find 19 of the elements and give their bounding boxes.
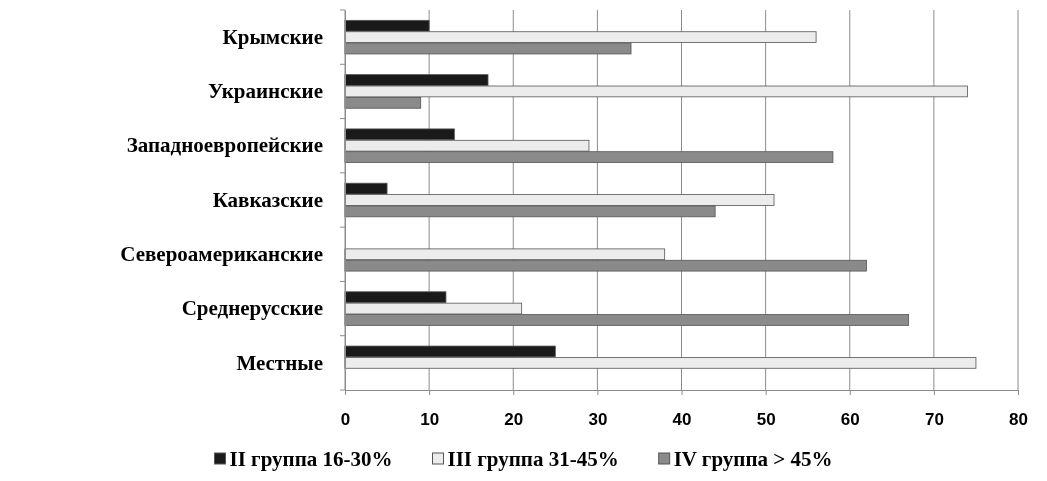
- y-tick-label: Западноевропейские: [126, 133, 323, 158]
- x-tick-label: 20: [504, 410, 524, 430]
- y-tick-label: Крымские: [222, 24, 323, 49]
- legend-label: III группа 31-45%: [447, 447, 619, 471]
- x-tick-label: 10: [420, 410, 440, 430]
- x-tick-label: 60: [840, 410, 860, 430]
- x-tick-label: 30: [588, 410, 608, 430]
- y-tick-label: Местные: [236, 350, 323, 375]
- x-tick-label: 80: [1009, 410, 1028, 430]
- x-tick-label: 0: [340, 410, 351, 430]
- x-tick-label: 40: [672, 410, 692, 430]
- y-tick-label: Украинские: [207, 79, 323, 104]
- y-tick-label: Североамериканские: [120, 242, 323, 267]
- x-tick-label: 50: [756, 410, 776, 430]
- y-tick-label: Кавказские: [212, 187, 323, 212]
- legend-label: IV группа > 45%: [673, 447, 833, 471]
- x-tick-label: 70: [924, 410, 944, 430]
- legend-label: II группа 16-30%: [229, 447, 393, 471]
- y-tick-label: Среднерусские: [181, 296, 323, 321]
